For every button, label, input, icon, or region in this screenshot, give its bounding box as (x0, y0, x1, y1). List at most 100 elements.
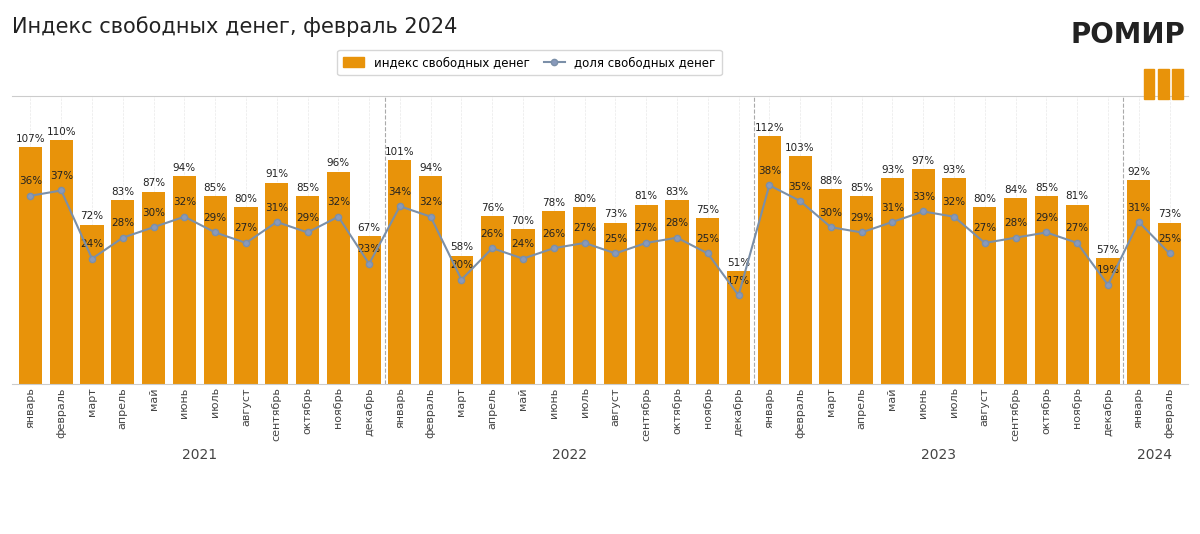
Text: 94%: 94% (419, 163, 443, 172)
Text: 73%: 73% (604, 209, 626, 219)
Text: 30%: 30% (142, 208, 166, 218)
Text: 25%: 25% (696, 234, 719, 244)
Text: 85%: 85% (850, 183, 874, 193)
Bar (1158, 223, 1181, 384)
Text: 27%: 27% (973, 224, 996, 233)
Bar (542, 211, 565, 384)
Text: 2021: 2021 (182, 448, 217, 462)
Text: 29%: 29% (296, 213, 319, 223)
Text: 87%: 87% (142, 178, 166, 188)
Text: 2024: 2024 (1136, 448, 1171, 462)
Text: 110%: 110% (47, 127, 76, 137)
Text: 25%: 25% (604, 234, 626, 244)
Text: 103%: 103% (785, 143, 815, 153)
Text: 19%: 19% (1097, 265, 1120, 276)
Text: 29%: 29% (1034, 213, 1058, 223)
Bar (204, 196, 227, 384)
Bar (788, 156, 811, 384)
Text: 57%: 57% (1097, 245, 1120, 255)
Text: 81%: 81% (635, 192, 658, 201)
Text: 85%: 85% (1034, 183, 1058, 193)
Text: 58%: 58% (450, 242, 473, 253)
Text: 38%: 38% (757, 166, 781, 176)
Bar (1066, 205, 1088, 384)
Text: 27%: 27% (234, 224, 258, 233)
Text: 84%: 84% (1004, 185, 1027, 195)
Bar (358, 236, 380, 384)
Text: 2023: 2023 (922, 448, 956, 462)
Text: 80%: 80% (574, 194, 596, 203)
Text: 31%: 31% (881, 202, 904, 213)
Text: 34%: 34% (389, 187, 412, 197)
Text: 51%: 51% (727, 258, 750, 268)
Bar (234, 207, 258, 384)
Text: 28%: 28% (112, 218, 134, 228)
Text: 67%: 67% (358, 223, 380, 232)
Text: 107%: 107% (16, 134, 46, 144)
Text: 83%: 83% (112, 187, 134, 197)
Bar (80, 225, 103, 384)
Text: 31%: 31% (265, 202, 288, 213)
Text: 72%: 72% (80, 211, 103, 222)
Text: 27%: 27% (574, 224, 596, 233)
Text: 76%: 76% (481, 202, 504, 213)
Bar (326, 171, 350, 384)
Bar (481, 216, 504, 384)
Bar (757, 136, 781, 384)
Text: 27%: 27% (1066, 224, 1088, 233)
Bar (696, 218, 719, 384)
Text: 32%: 32% (326, 197, 350, 207)
Text: 96%: 96% (326, 158, 350, 168)
Text: 83%: 83% (666, 187, 689, 197)
Bar (173, 176, 196, 384)
Bar (265, 183, 288, 384)
Text: 85%: 85% (296, 183, 319, 193)
Text: 70%: 70% (511, 216, 534, 226)
Legend: индекс свободных денег, доля свободных денег: индекс свободных денег, доля свободных д… (337, 50, 721, 75)
Text: 29%: 29% (850, 213, 874, 223)
Text: 27%: 27% (635, 224, 658, 233)
Text: Индекс свободных денег, февраль 2024: Индекс свободных денег, февраль 2024 (12, 16, 457, 37)
Bar (574, 207, 596, 384)
Text: 80%: 80% (973, 194, 996, 203)
Bar (635, 205, 658, 384)
Text: 36%: 36% (19, 176, 42, 186)
Text: 91%: 91% (265, 169, 288, 179)
Bar (389, 160, 412, 384)
Bar (296, 196, 319, 384)
Text: 35%: 35% (788, 182, 811, 192)
Text: 28%: 28% (1004, 218, 1027, 228)
Bar (912, 169, 935, 384)
Text: 94%: 94% (173, 163, 196, 172)
Text: 17%: 17% (727, 276, 750, 286)
Bar (419, 176, 443, 384)
Text: 30%: 30% (820, 208, 842, 218)
Text: 32%: 32% (942, 197, 966, 207)
Text: 29%: 29% (204, 213, 227, 223)
Text: 28%: 28% (666, 218, 689, 228)
Bar (112, 200, 134, 384)
Text: 97%: 97% (912, 156, 935, 166)
Text: 2022: 2022 (552, 448, 587, 462)
Text: 23%: 23% (358, 245, 380, 255)
Text: 24%: 24% (511, 239, 534, 249)
Text: 24%: 24% (80, 239, 103, 249)
Bar (850, 196, 874, 384)
Bar (881, 178, 904, 384)
Text: 25%: 25% (1158, 234, 1181, 244)
Text: 93%: 93% (942, 165, 966, 175)
Bar (1034, 196, 1058, 384)
Text: 37%: 37% (49, 171, 73, 181)
Text: 26%: 26% (542, 229, 565, 239)
Bar (1004, 198, 1027, 384)
Text: 33%: 33% (912, 192, 935, 202)
Text: 78%: 78% (542, 198, 565, 208)
Text: 93%: 93% (881, 165, 904, 175)
Text: РОМИР: РОМИР (1070, 21, 1186, 49)
Bar (942, 178, 966, 384)
Text: 73%: 73% (1158, 209, 1181, 219)
Text: 26%: 26% (481, 229, 504, 239)
Text: 81%: 81% (1066, 192, 1088, 201)
Bar (820, 189, 842, 384)
Text: 20%: 20% (450, 260, 473, 270)
